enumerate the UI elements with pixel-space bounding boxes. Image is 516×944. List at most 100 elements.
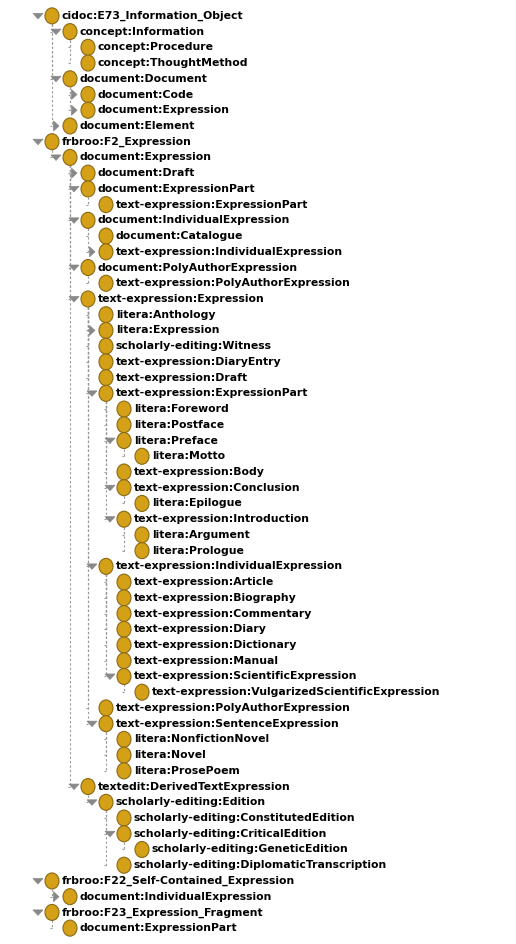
Ellipse shape bbox=[99, 558, 113, 574]
Polygon shape bbox=[33, 879, 43, 884]
Text: scholarly-editing:ConstitutedEdition: scholarly-editing:ConstitutedEdition bbox=[134, 813, 356, 823]
Ellipse shape bbox=[99, 338, 113, 354]
Text: cidoc:E73_Information_Object: cidoc:E73_Information_Object bbox=[62, 10, 244, 21]
Ellipse shape bbox=[63, 888, 77, 904]
Text: text-expression:Diary: text-expression:Diary bbox=[134, 624, 267, 634]
Polygon shape bbox=[51, 155, 61, 160]
Ellipse shape bbox=[99, 716, 113, 732]
Ellipse shape bbox=[117, 464, 131, 480]
Polygon shape bbox=[87, 564, 97, 569]
Ellipse shape bbox=[81, 212, 95, 228]
Ellipse shape bbox=[99, 307, 113, 323]
Text: litera:Epilogue: litera:Epilogue bbox=[152, 498, 242, 509]
Text: frbroo:F23_Expression_Fragment: frbroo:F23_Expression_Fragment bbox=[62, 907, 264, 918]
Ellipse shape bbox=[81, 260, 95, 276]
Ellipse shape bbox=[81, 87, 95, 103]
Text: document:Expression: document:Expression bbox=[80, 152, 212, 162]
Ellipse shape bbox=[117, 810, 131, 826]
Text: litera:Argument: litera:Argument bbox=[152, 530, 250, 540]
Text: frbroo:F2_Expression: frbroo:F2_Expression bbox=[62, 137, 192, 147]
Ellipse shape bbox=[63, 149, 77, 165]
Text: text-expression:Article: text-expression:Article bbox=[134, 577, 274, 587]
Text: document:ExpressionPart: document:ExpressionPart bbox=[80, 923, 238, 933]
Text: concept:ThoughtMethod: concept:ThoughtMethod bbox=[98, 58, 249, 68]
Polygon shape bbox=[33, 910, 43, 916]
Polygon shape bbox=[69, 186, 79, 192]
Ellipse shape bbox=[135, 496, 149, 512]
Ellipse shape bbox=[135, 543, 149, 559]
Text: litera:ProsePoem: litera:ProsePoem bbox=[134, 766, 240, 776]
Text: litera:Postface: litera:Postface bbox=[134, 420, 224, 430]
Ellipse shape bbox=[45, 873, 59, 889]
Text: text-expression:Body: text-expression:Body bbox=[134, 467, 265, 477]
Text: text-expression:ScientificExpression: text-expression:ScientificExpression bbox=[134, 671, 358, 682]
Text: document:ExpressionPart: document:ExpressionPart bbox=[98, 184, 255, 194]
Text: litera:Expression: litera:Expression bbox=[116, 326, 219, 335]
Polygon shape bbox=[105, 674, 115, 680]
Ellipse shape bbox=[63, 71, 77, 87]
Ellipse shape bbox=[45, 134, 59, 150]
Polygon shape bbox=[54, 892, 59, 902]
Ellipse shape bbox=[117, 605, 131, 621]
Ellipse shape bbox=[81, 102, 95, 118]
Ellipse shape bbox=[63, 24, 77, 40]
Ellipse shape bbox=[117, 763, 131, 779]
Polygon shape bbox=[87, 391, 97, 396]
Ellipse shape bbox=[117, 401, 131, 417]
Text: text-expression:Conclusion: text-expression:Conclusion bbox=[134, 482, 301, 493]
Ellipse shape bbox=[45, 8, 59, 24]
Text: text-expression:PolyAuthorExpression: text-expression:PolyAuthorExpression bbox=[116, 703, 351, 713]
Text: document:IndividualExpression: document:IndividualExpression bbox=[80, 892, 272, 902]
Polygon shape bbox=[69, 265, 79, 271]
Text: text-expression:Dictionary: text-expression:Dictionary bbox=[134, 640, 297, 650]
Polygon shape bbox=[72, 168, 77, 178]
Ellipse shape bbox=[81, 40, 95, 56]
Text: litera:Preface: litera:Preface bbox=[134, 435, 218, 446]
Ellipse shape bbox=[135, 448, 149, 464]
Polygon shape bbox=[87, 721, 97, 727]
Ellipse shape bbox=[81, 779, 95, 795]
Polygon shape bbox=[72, 105, 77, 115]
Text: scholarly-editing:Witness: scholarly-editing:Witness bbox=[116, 341, 272, 351]
Ellipse shape bbox=[135, 841, 149, 857]
Polygon shape bbox=[105, 832, 115, 836]
Text: scholarly-editing:DiplomaticTranscription: scholarly-editing:DiplomaticTranscriptio… bbox=[134, 860, 387, 870]
Polygon shape bbox=[69, 784, 79, 789]
Text: scholarly-editing:GeneticEdition: scholarly-editing:GeneticEdition bbox=[152, 845, 349, 854]
Polygon shape bbox=[33, 13, 43, 19]
Text: litera:Motto: litera:Motto bbox=[152, 451, 225, 462]
Ellipse shape bbox=[135, 527, 149, 543]
Text: text-expression:SentenceExpression: text-expression:SentenceExpression bbox=[116, 718, 340, 729]
Polygon shape bbox=[69, 296, 79, 302]
Ellipse shape bbox=[117, 590, 131, 606]
Ellipse shape bbox=[63, 920, 77, 936]
Text: text-expression:Manual: text-expression:Manual bbox=[134, 656, 279, 666]
Text: text-expression:IndividualExpression: text-expression:IndividualExpression bbox=[116, 246, 343, 257]
Text: textedit:DerivedTextExpression: textedit:DerivedTextExpression bbox=[98, 782, 291, 792]
Ellipse shape bbox=[45, 904, 59, 920]
Text: text-expression:DiaryEntry: text-expression:DiaryEntry bbox=[116, 357, 282, 367]
Ellipse shape bbox=[117, 857, 131, 873]
Ellipse shape bbox=[117, 574, 131, 590]
Ellipse shape bbox=[81, 181, 95, 197]
Text: document:Document: document:Document bbox=[80, 74, 208, 84]
Ellipse shape bbox=[117, 668, 131, 684]
Polygon shape bbox=[54, 121, 59, 131]
Text: concept:Procedure: concept:Procedure bbox=[98, 42, 214, 52]
Text: text-expression:Expression: text-expression:Expression bbox=[98, 294, 265, 304]
Text: litera:Anthology: litera:Anthology bbox=[116, 310, 216, 320]
Ellipse shape bbox=[117, 747, 131, 763]
Text: text-expression:IndividualExpression: text-expression:IndividualExpression bbox=[116, 562, 343, 571]
Text: text-expression:ExpressionPart: text-expression:ExpressionPart bbox=[116, 388, 309, 398]
Ellipse shape bbox=[99, 700, 113, 716]
Text: text-expression:PolyAuthorExpression: text-expression:PolyAuthorExpression bbox=[116, 278, 351, 288]
Polygon shape bbox=[69, 218, 79, 224]
Text: litera:Prologue: litera:Prologue bbox=[152, 546, 244, 556]
Ellipse shape bbox=[81, 165, 95, 181]
Ellipse shape bbox=[99, 354, 113, 370]
Ellipse shape bbox=[117, 732, 131, 748]
Text: document:Code: document:Code bbox=[98, 90, 194, 99]
Ellipse shape bbox=[117, 480, 131, 496]
Polygon shape bbox=[87, 800, 97, 805]
Text: text-expression:Draft: text-expression:Draft bbox=[116, 373, 248, 382]
